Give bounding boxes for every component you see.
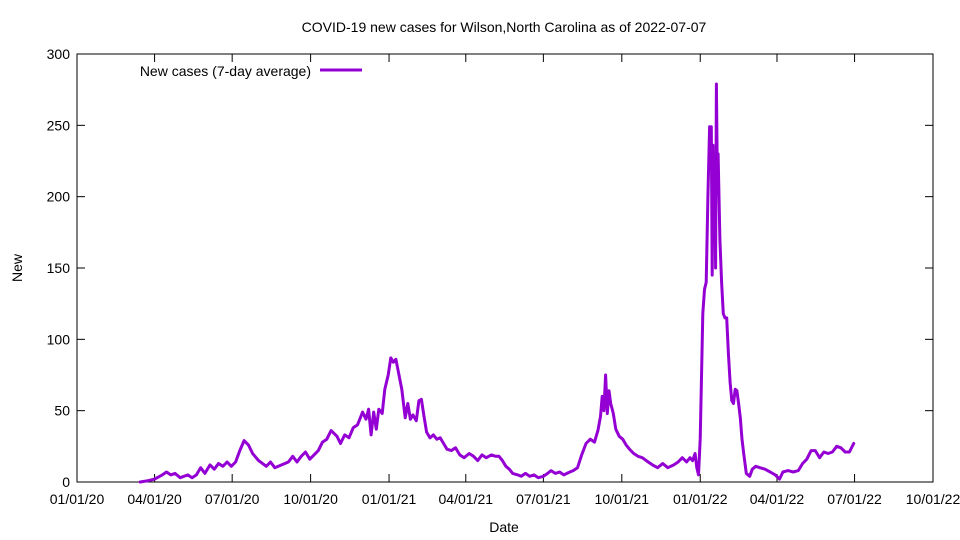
x-axis-label: Date: [489, 519, 519, 535]
series-line: [138, 82, 856, 484]
x-tick-label: 07/01/21: [516, 491, 571, 507]
x-tick-label: 10/01/22: [906, 491, 960, 507]
y-axis: 0 50 100 150 200 250 300: [47, 46, 933, 490]
x-tick-label: 04/01/21: [439, 491, 494, 507]
series-layer: [138, 82, 856, 484]
x-tick-label: 10/01/21: [595, 491, 650, 507]
y-tick-label: 250: [47, 117, 71, 133]
y-tick-label: 50: [54, 403, 70, 419]
x-tick-label: 07/01/20: [205, 491, 260, 507]
y-tick-label: 200: [47, 189, 71, 205]
y-axis-label: New: [9, 253, 25, 282]
x-axis: 01/01/20 04/01/20 07/01/20 10/01/20 01/01/21…: [50, 54, 960, 507]
y-tick-label: 150: [47, 260, 71, 276]
x-tick-label: 04/01/20: [127, 491, 182, 507]
chart-title: COVID-19 new cases for Wilson,North Caro…: [302, 19, 707, 35]
y-tick-label: 0: [62, 474, 70, 490]
x-tick-label: 01/01/21: [362, 491, 417, 507]
x-tick-label: 04/01/22: [750, 491, 805, 507]
plot-frame: [76, 53, 934, 483]
x-tick-label: 01/01/22: [673, 491, 728, 507]
x-tick-label: 07/01/22: [827, 491, 882, 507]
x-tick-label: 10/01/20: [283, 491, 338, 507]
y-tick-label: 300: [47, 46, 71, 62]
legend-label: New cases (7-day average): [140, 63, 311, 79]
legend: New cases (7-day average): [140, 63, 362, 79]
y-tick-label: 100: [47, 331, 71, 347]
x-tick-label: 01/01/20: [50, 491, 105, 507]
